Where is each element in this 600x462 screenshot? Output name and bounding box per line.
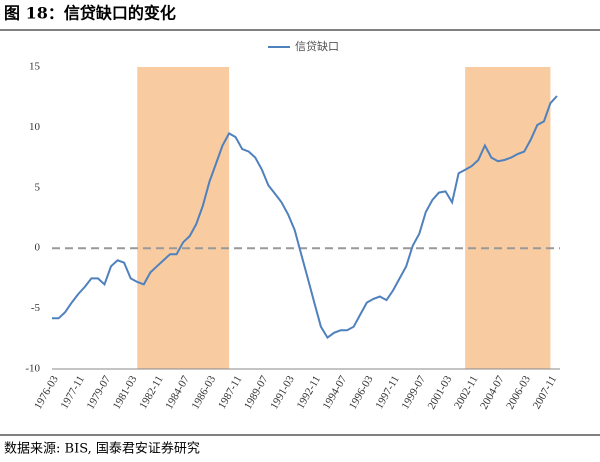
- source-note: 数据来源: BIS, 国泰君安证券研究: [4, 441, 200, 457]
- y-tick-label: 5: [35, 181, 41, 193]
- shaded-period: [465, 67, 551, 369]
- shaded-period: [137, 67, 230, 369]
- legend-label: 信贷缺口: [295, 39, 339, 53]
- x-tick-label: 2007-11: [531, 374, 560, 411]
- x-tick-label: 1991-03: [268, 373, 297, 411]
- x-tick-label: 1984-07: [163, 373, 192, 411]
- x-tick-label: 2006-03: [504, 373, 533, 411]
- x-tick-label: 1997-11: [373, 374, 402, 411]
- y-tick-label: 10: [29, 121, 41, 133]
- x-tick-label: 2004-07: [478, 373, 507, 411]
- x-tick-label: 2002-11: [452, 374, 481, 411]
- x-tick-label: 1976-03: [32, 373, 61, 411]
- x-tick-label: 1987-11: [216, 374, 245, 411]
- y-tick-label: 0: [35, 242, 41, 254]
- x-tick-label: 1981-03: [111, 373, 140, 411]
- y-tick-label: 15: [29, 61, 41, 73]
- x-tick-label: 1992-11: [295, 374, 324, 411]
- x-tick-label: 1996-03: [347, 373, 376, 411]
- x-tick-label: 2001-03: [426, 373, 455, 411]
- x-tick-label: 1999-07: [399, 373, 428, 411]
- x-tick-label: 1982-11: [137, 374, 166, 411]
- y-tick-label: -5: [31, 302, 41, 314]
- series-line: [52, 95, 558, 340]
- x-tick-label: 1979-07: [85, 373, 114, 411]
- x-tick-label: 1986-03: [189, 373, 218, 411]
- x-tick-label: 1994-07: [321, 373, 350, 411]
- x-tick-label: 1989-07: [242, 373, 271, 411]
- x-tick-label: 1977-11: [58, 374, 87, 411]
- chart-title: 图 18：信贷缺口的变化: [4, 4, 176, 23]
- y-tick-label: -10: [25, 363, 40, 375]
